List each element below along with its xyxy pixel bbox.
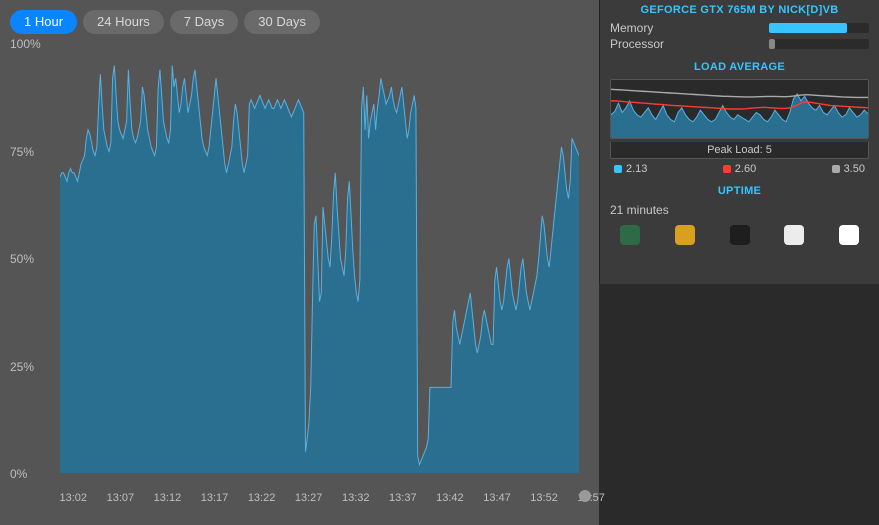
istat-icon[interactable]	[620, 225, 640, 245]
x-tick: 13:37	[389, 492, 390, 504]
processor-label: Processor	[610, 37, 680, 51]
legend-swatch	[723, 165, 731, 173]
memory-label: Memory	[610, 21, 680, 35]
main-chart-panel: 1 Hour 24 Hours 7 Days 30 Days 0% 25% 50% 7…	[0, 0, 599, 525]
uptime-title: UPTIME	[610, 185, 869, 197]
tab-30days[interactable]: 30 Days	[244, 10, 320, 34]
legend-swatch	[832, 165, 840, 173]
x-tick: 13:02	[60, 492, 61, 504]
load-average-chart	[610, 79, 869, 139]
memory-row: Memory	[610, 20, 869, 35]
x-tick: 13:52	[530, 492, 531, 504]
wake-icon[interactable]	[675, 225, 695, 245]
x-tick: 13:22	[248, 492, 249, 504]
x-tick: 13:32	[342, 492, 343, 504]
processor-row: Processor	[610, 36, 869, 51]
load-average-title: LOAD AVERAGE	[610, 61, 869, 73]
y-tick: 75%	[10, 145, 34, 159]
legend-item: 2.60	[723, 163, 756, 175]
load-legend: 2.13 2.60 3.50	[610, 163, 869, 175]
x-tick: 13:12	[154, 492, 155, 504]
x-tick: 13:42	[436, 492, 437, 504]
tab-24hours[interactable]: 24 Hours	[83, 10, 164, 34]
legend-value: 3.50	[844, 163, 865, 175]
uptime-value: 21 minutes	[610, 203, 869, 217]
y-tick: 100%	[10, 37, 41, 51]
peak-load-label: Peak Load: 5	[610, 142, 869, 159]
main-chart-wrap: 0%25%50%75%100% 13:0213:0713:1213:1713:2…	[10, 44, 589, 504]
x-tick: 13:27	[295, 492, 296, 504]
legend-swatch	[614, 165, 622, 173]
dock-icons	[610, 225, 869, 245]
memory-bar-fill	[769, 23, 847, 33]
safari-icon[interactable]	[839, 225, 859, 245]
x-tick: 13:17	[201, 492, 202, 504]
legend-value: 2.13	[626, 163, 647, 175]
x-tick: 13:07	[107, 492, 108, 504]
legend-item: 2.13	[614, 163, 647, 175]
y-tick: 25%	[10, 360, 34, 374]
tab-1hour[interactable]: 1 Hour	[10, 10, 77, 34]
terminal-icon[interactable]	[730, 225, 750, 245]
processor-bar-fill	[769, 39, 775, 49]
x-tick: 13:47	[483, 492, 484, 504]
printer-icon[interactable]	[784, 225, 804, 245]
legend-item: 3.50	[832, 163, 865, 175]
gpu-header: GEFORCE GTX 765M BY NICK[D]VB	[610, 4, 869, 16]
sidebar-panel: GEFORCE GTX 765M BY NICK[D]VB Memory Pro…	[599, 0, 879, 284]
x-axis-ticks: 13:02 13:07 13:12 13:17 13:22 13:27 13:32 13:37…	[60, 492, 579, 504]
memory-bar-bg	[769, 23, 869, 33]
time-range-tabs: 1 Hour 24 Hours 7 Days 30 Days	[10, 10, 589, 34]
y-tick: 0%	[10, 467, 27, 481]
main-usage-chart	[60, 44, 579, 473]
clock-icon[interactable]	[579, 490, 591, 502]
y-tick: 50%	[10, 252, 34, 266]
legend-value: 2.60	[735, 163, 756, 175]
processor-bar-bg	[769, 39, 869, 49]
tab-7days[interactable]: 7 Days	[170, 10, 238, 34]
